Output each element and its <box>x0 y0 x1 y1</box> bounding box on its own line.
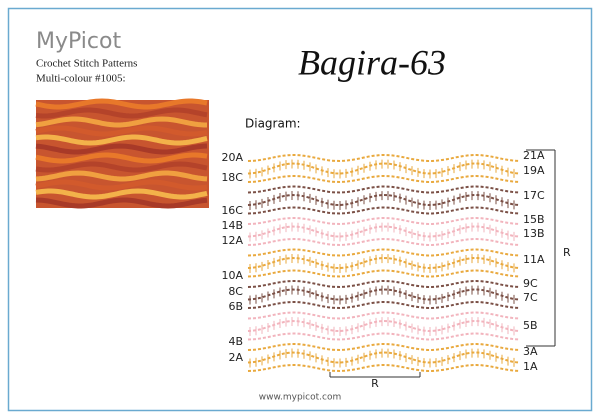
stitch-row <box>247 288 521 301</box>
repeat-bottom: R <box>371 377 379 390</box>
stitch-row <box>247 225 521 238</box>
photo-stripe <box>35 170 208 182</box>
row-label: 11A <box>523 253 545 266</box>
repeat-side: R <box>563 246 571 259</box>
row-label: 20A <box>221 151 243 164</box>
row-label: 3A <box>523 345 538 358</box>
stitch-row <box>247 206 521 215</box>
row-label: 16C <box>221 204 243 217</box>
row-label: 10A <box>221 269 243 282</box>
row-label: 15B <box>523 213 545 226</box>
footer: www.mypicot.com <box>259 393 342 403</box>
stitch-row <box>247 342 521 352</box>
stitch-row <box>247 300 521 310</box>
brand: MyPicot <box>36 29 121 54</box>
stitch-row <box>247 363 521 373</box>
stitch-row <box>247 237 521 247</box>
stitch-row <box>247 311 521 320</box>
stitch-diagram <box>247 153 521 373</box>
stitch-row <box>247 162 521 175</box>
left-row-labels: 20A 18C 16C 14B 12A 10A 8C 6B 4B 2A <box>221 151 243 364</box>
row-label: 2A <box>228 351 243 364</box>
row-label: 8C <box>228 285 243 298</box>
row-label: 4B <box>228 335 243 348</box>
stitch-row <box>247 256 521 270</box>
stitch-row <box>247 319 521 333</box>
stitch-row <box>247 153 521 163</box>
photo-stripe <box>35 116 207 128</box>
subtitle: Crochet Stitch Patterns <box>36 58 137 70</box>
photo-stripe <box>35 98 208 110</box>
stitch-row <box>247 174 521 184</box>
row-label: 1A <box>523 360 538 373</box>
photo-stripe <box>35 125 208 137</box>
row-label: 19A <box>523 164 545 177</box>
photo-stripe <box>35 188 208 200</box>
row-label: 7C <box>523 291 538 304</box>
diagram-label: Diagram: <box>245 117 301 131</box>
photo-stripe <box>35 152 208 164</box>
row-label: 18C <box>221 171 243 184</box>
row-label: 17C <box>523 189 545 202</box>
row-label: 5B <box>523 319 538 332</box>
stitch-row <box>247 332 521 341</box>
stitch-row <box>247 351 521 364</box>
photo-stripe <box>35 197 208 209</box>
photo-stripe <box>35 143 208 155</box>
row-label: 13B <box>523 227 545 240</box>
photo-stripe <box>35 179 208 191</box>
row-label: 14B <box>221 219 243 232</box>
stitch-row <box>247 248 521 257</box>
row-label: 6B <box>228 300 243 313</box>
row-label: 12A <box>221 234 243 247</box>
photo-stripe <box>35 161 208 173</box>
row-label: 9C <box>523 277 538 290</box>
photo <box>35 98 209 209</box>
stitch-row <box>247 279 521 289</box>
stitch-row <box>247 216 521 226</box>
title: Bagira-63 <box>298 42 446 82</box>
stitch-row <box>247 193 521 207</box>
row-label: 21A <box>523 149 545 162</box>
photo-stripe <box>35 134 208 146</box>
photo-stripe <box>35 107 208 119</box>
stitch-row <box>247 185 521 194</box>
colour: Multi-colour #1005: <box>36 73 126 85</box>
stitch-row <box>247 269 521 278</box>
